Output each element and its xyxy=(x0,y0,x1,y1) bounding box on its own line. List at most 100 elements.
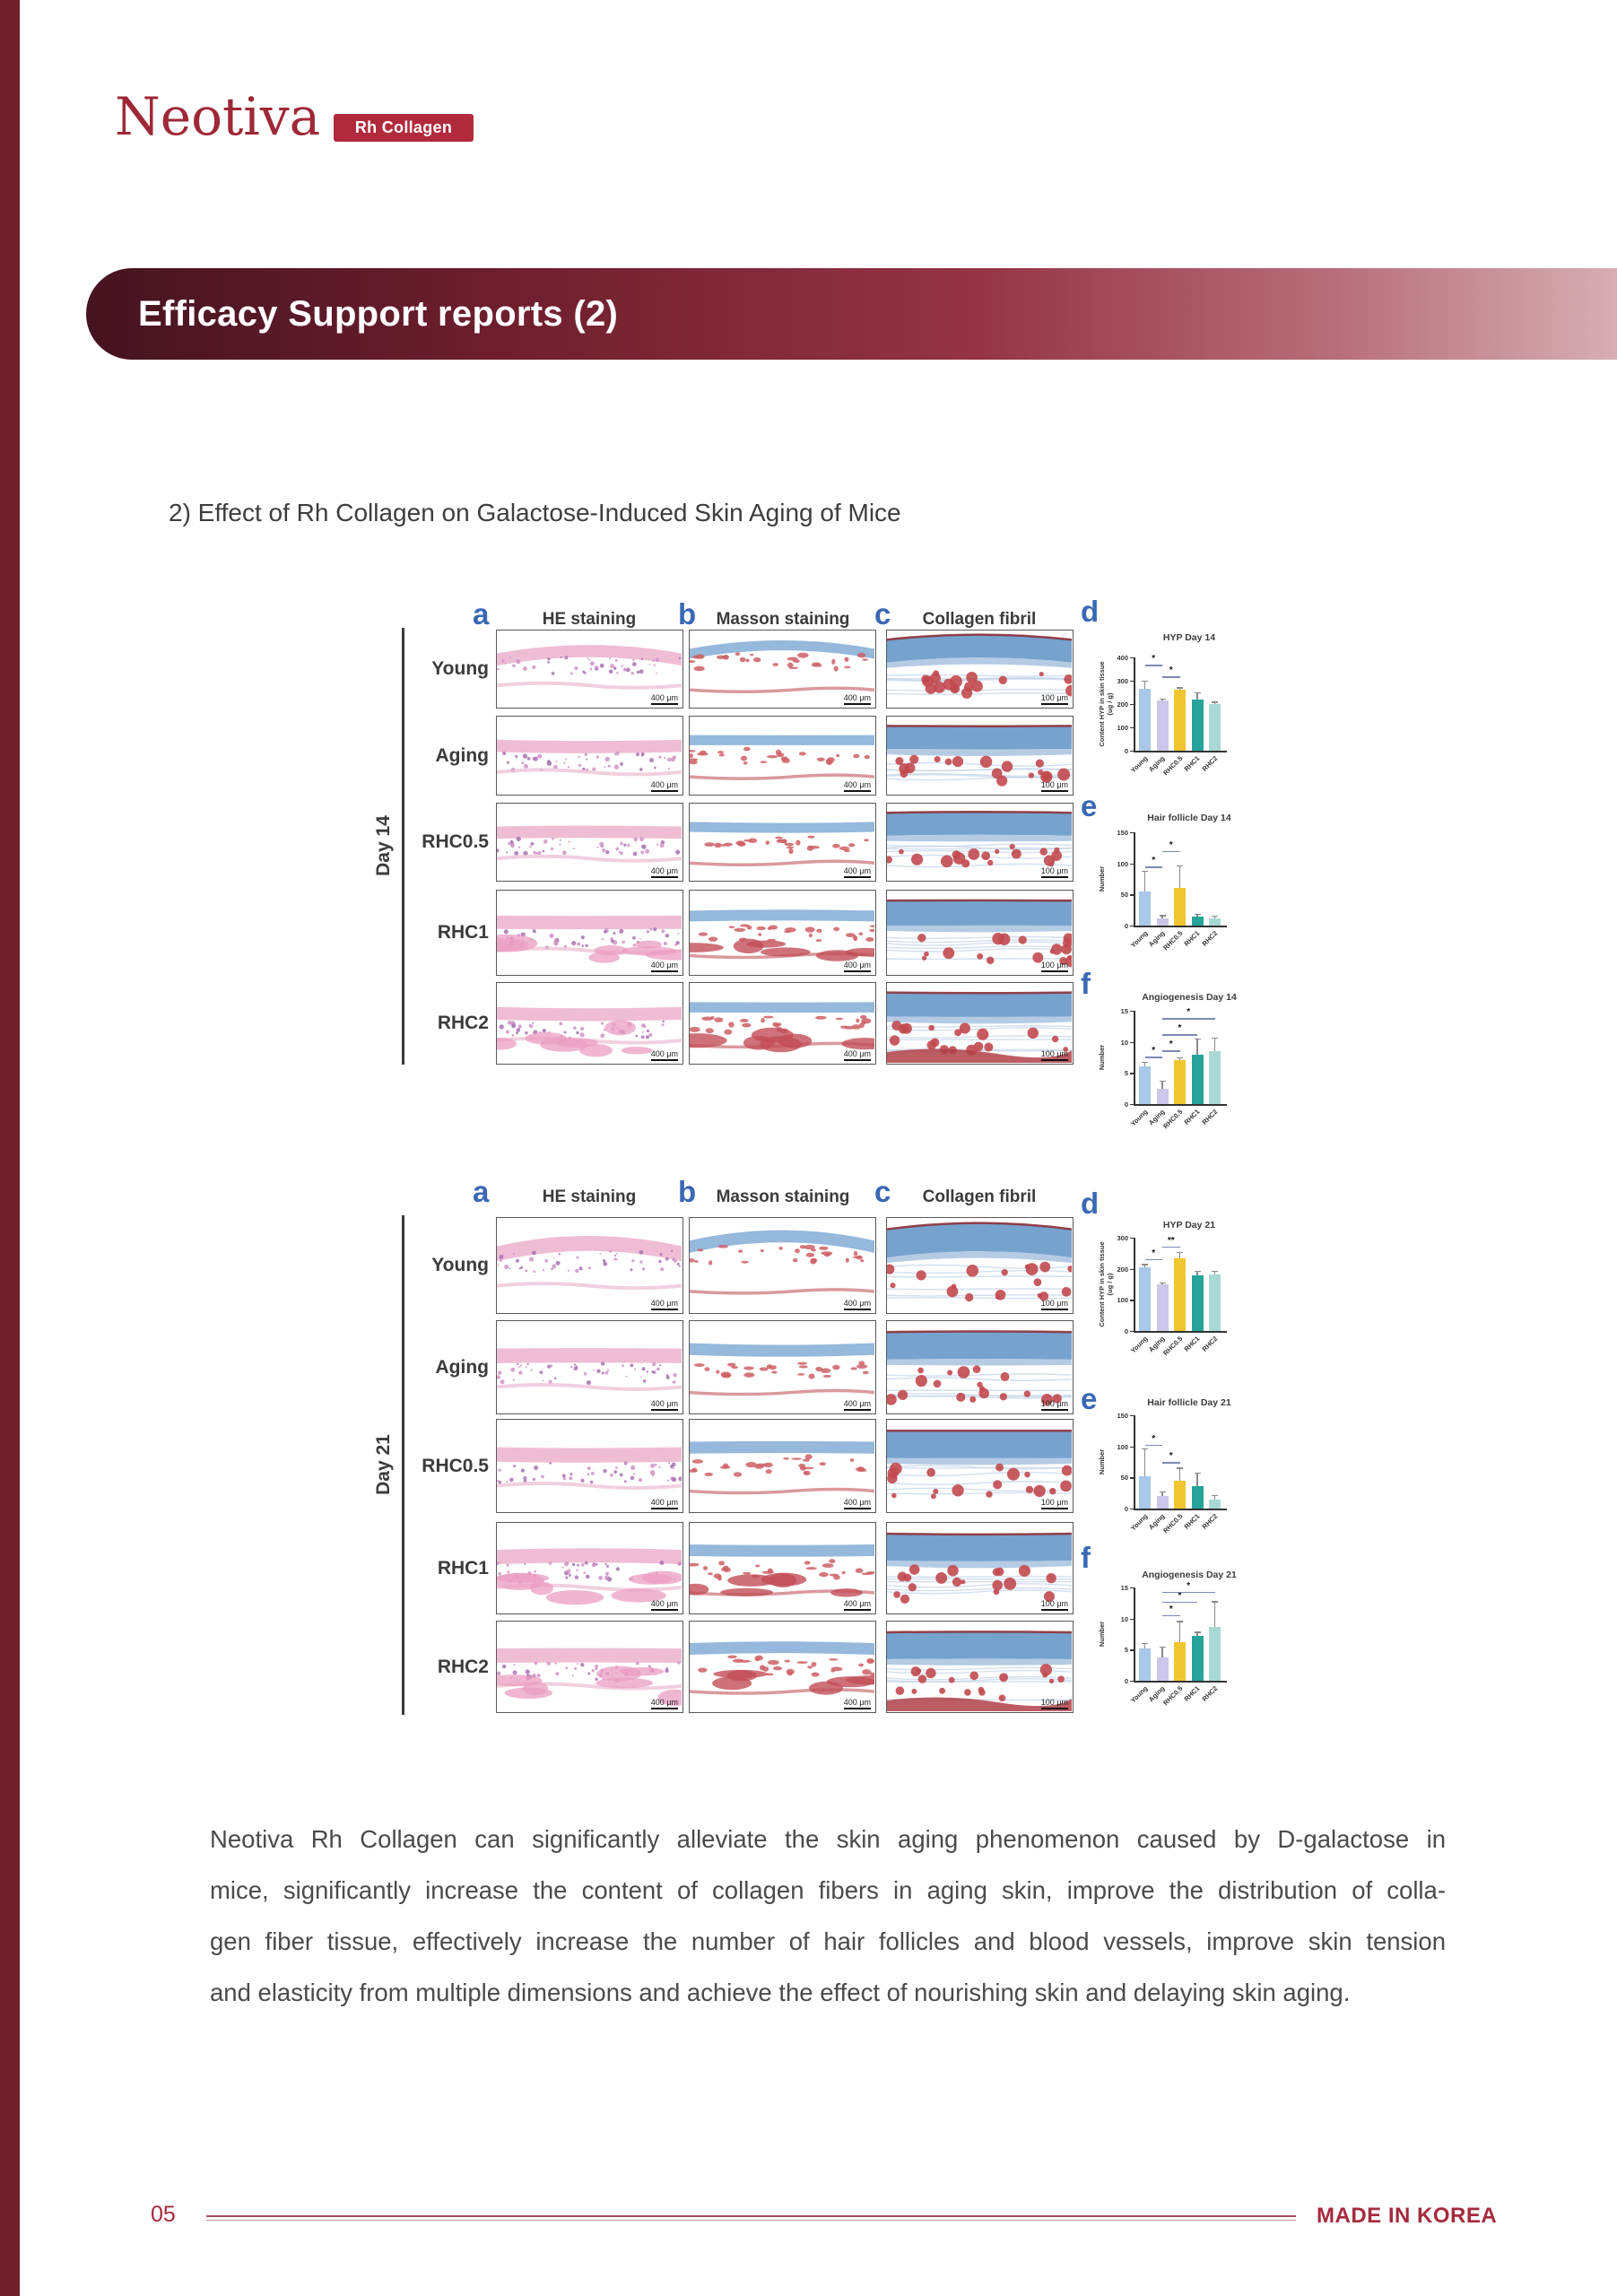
histology-cell: 100 μm xyxy=(886,890,1074,976)
scale-bar: 400 μm xyxy=(651,1698,678,1709)
error-bar-cap xyxy=(1159,1646,1166,1648)
significance-line xyxy=(1162,1246,1180,1248)
chart-bar xyxy=(1209,1627,1221,1681)
tissue-image xyxy=(690,822,875,867)
panel-letter: d xyxy=(1081,595,1100,628)
row-label: RHC2 xyxy=(437,1656,489,1677)
row-label: RHC0.5 xyxy=(422,831,489,852)
significance-line xyxy=(1144,1057,1162,1058)
histology-cell: 100 μm xyxy=(886,1419,1074,1513)
error-bar-cap xyxy=(1194,692,1201,694)
y-tick xyxy=(1130,1073,1134,1074)
y-tick xyxy=(1130,1041,1134,1044)
scale-bar: 100 μm xyxy=(1041,866,1068,878)
error-bar xyxy=(1143,1642,1146,1648)
section-title: 2) Effect of Rh Collagen on Galactose-In… xyxy=(169,499,901,526)
error-bar xyxy=(1196,913,1198,917)
chart-bar xyxy=(1209,918,1221,926)
y-tick-label: 5 xyxy=(1124,1646,1128,1655)
histology-cell: 100 μm xyxy=(886,630,1074,709)
chart-bar xyxy=(1139,1475,1151,1509)
significance-star: * xyxy=(1178,1023,1182,1034)
significance-star: * xyxy=(1169,1451,1173,1461)
banner-title: Efficacy Support reports (2) xyxy=(138,293,619,334)
y-tick-label: 5 xyxy=(1124,1069,1128,1078)
error-bar-cap xyxy=(1194,913,1201,916)
row-label: Aging xyxy=(435,744,489,766)
column-label: HE staining xyxy=(542,1187,637,1206)
error-bar xyxy=(1196,1038,1198,1055)
column-label: Masson staining xyxy=(716,1187,850,1206)
chart-bar xyxy=(1209,1051,1221,1104)
tissue-image xyxy=(887,1631,1073,1711)
y-tick xyxy=(1130,751,1134,752)
tissue-image xyxy=(690,1440,875,1495)
error-bar xyxy=(1143,1448,1146,1476)
error-bar xyxy=(1213,1601,1216,1628)
y-tick xyxy=(1130,704,1134,706)
error-bar xyxy=(1161,1080,1163,1089)
significance-line xyxy=(1162,1462,1180,1464)
significance-star: * xyxy=(1169,839,1173,850)
chart-ylabel: Number xyxy=(1098,1448,1106,1475)
histology-cell: 100 μm xyxy=(886,1522,1074,1614)
scale-bar: 400 μm xyxy=(651,866,678,878)
scale-bar: 100 μm xyxy=(1041,1599,1068,1611)
column-label: Masson staining xyxy=(716,610,850,629)
significance-star: * xyxy=(1187,1007,1191,1018)
y-tick-label: 0 xyxy=(1124,1505,1128,1513)
histology-cell: 100 μm xyxy=(886,716,1074,796)
chart-bar xyxy=(1174,1060,1186,1104)
scale-bar: 400 μm xyxy=(651,1399,678,1411)
histology-cell: 400 μm xyxy=(496,716,683,796)
row-label: Aging xyxy=(435,1356,489,1378)
left-edge-stripe xyxy=(0,0,20,2296)
y-tick xyxy=(1130,1477,1134,1479)
y-tick-label: 300 xyxy=(1117,1234,1128,1242)
chart-ylabel: Number xyxy=(1098,1044,1106,1071)
error-bar-cap xyxy=(1212,1601,1218,1603)
scale-bar: 100 μm xyxy=(1041,780,1068,792)
column-letter: b xyxy=(678,1175,697,1208)
significance-star: * xyxy=(1152,1248,1156,1258)
significance-star: * xyxy=(1152,654,1156,665)
scale-bar: 400 μm xyxy=(844,961,871,972)
chart-y-axis xyxy=(1134,657,1135,751)
tissue-image xyxy=(887,1429,1073,1500)
column-label: Collagen fibril xyxy=(922,610,1037,629)
scale-bar: 400 μm xyxy=(844,1599,871,1611)
error-bar-cap xyxy=(1177,687,1183,689)
y-tick-label: 100 xyxy=(1117,859,1128,868)
y-tick-label: 50 xyxy=(1120,891,1128,900)
significance-star: * xyxy=(1152,856,1156,866)
histology-cell: 400 μm xyxy=(496,890,683,976)
tissue-image xyxy=(497,1235,682,1291)
chart-bar xyxy=(1174,1257,1186,1331)
chart-bar xyxy=(1174,690,1186,751)
y-tick xyxy=(1130,1011,1134,1013)
error-bar xyxy=(1143,1061,1146,1067)
chart-bar xyxy=(1191,1636,1204,1681)
chart-ylabel: Content HYP in skin tissue (ug / g) xyxy=(1098,1241,1114,1327)
tissue-image xyxy=(887,1222,1073,1302)
error-bar xyxy=(1196,1631,1198,1637)
y-tick xyxy=(1130,1446,1134,1448)
paragraph-line: gen fiber tissue, effectively increase t… xyxy=(210,1927,1446,1955)
day-axis-line xyxy=(402,1215,404,1715)
histology-cell: 100 μm xyxy=(886,803,1074,882)
error-bar-cap xyxy=(1142,870,1148,873)
y-tick-label: 50 xyxy=(1120,1474,1128,1483)
page-number: 05 xyxy=(151,2202,176,2227)
significance-line xyxy=(1162,1034,1197,1036)
chart-bar xyxy=(1191,1486,1204,1509)
tissue-image xyxy=(887,899,1073,968)
error-bar xyxy=(1196,1472,1198,1487)
y-tick-label: 100 xyxy=(1117,1296,1128,1305)
y-tick xyxy=(1130,1268,1134,1271)
chart-x-axis xyxy=(1134,751,1227,752)
scale-bar: 100 μm xyxy=(1041,961,1068,972)
y-tick-label: 300 xyxy=(1117,677,1128,685)
y-tick-label: 150 xyxy=(1117,1412,1128,1420)
tissue-image xyxy=(690,1343,875,1396)
scale-bar: 400 μm xyxy=(651,780,678,792)
